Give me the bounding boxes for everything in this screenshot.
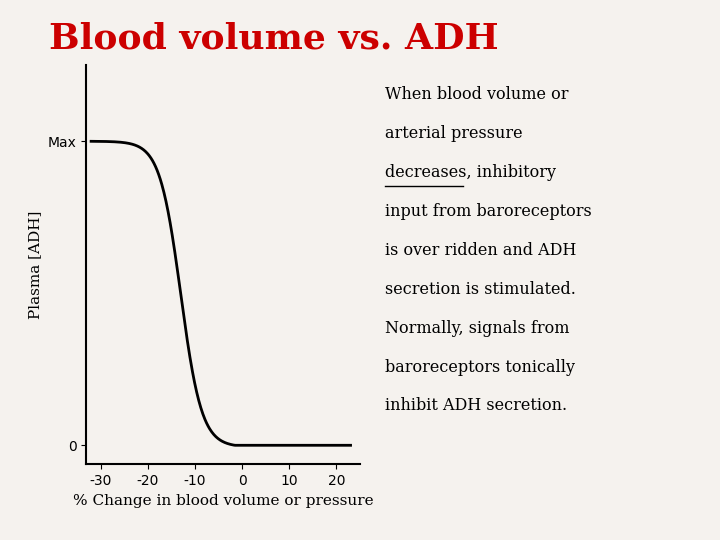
Text: Blood volume vs. ADH: Blood volume vs. ADH — [49, 22, 498, 56]
Text: inhibit ADH secretion.: inhibit ADH secretion. — [385, 397, 567, 414]
Text: input from baroreceptors: input from baroreceptors — [385, 203, 592, 220]
Text: decreases, inhibitory: decreases, inhibitory — [385, 164, 557, 181]
Text: secretion is stimulated.: secretion is stimulated. — [385, 281, 576, 298]
Text: arterial pressure: arterial pressure — [385, 125, 523, 142]
Text: Normally, signals from: Normally, signals from — [385, 320, 570, 336]
X-axis label: % Change in blood volume or pressure: % Change in blood volume or pressure — [73, 494, 374, 508]
Text: When blood volume or: When blood volume or — [385, 86, 569, 103]
Y-axis label: Plasma [ADH]: Plasma [ADH] — [28, 211, 42, 319]
Text: baroreceptors tonically: baroreceptors tonically — [385, 359, 575, 375]
Text: is over ridden and ADH: is over ridden and ADH — [385, 242, 577, 259]
